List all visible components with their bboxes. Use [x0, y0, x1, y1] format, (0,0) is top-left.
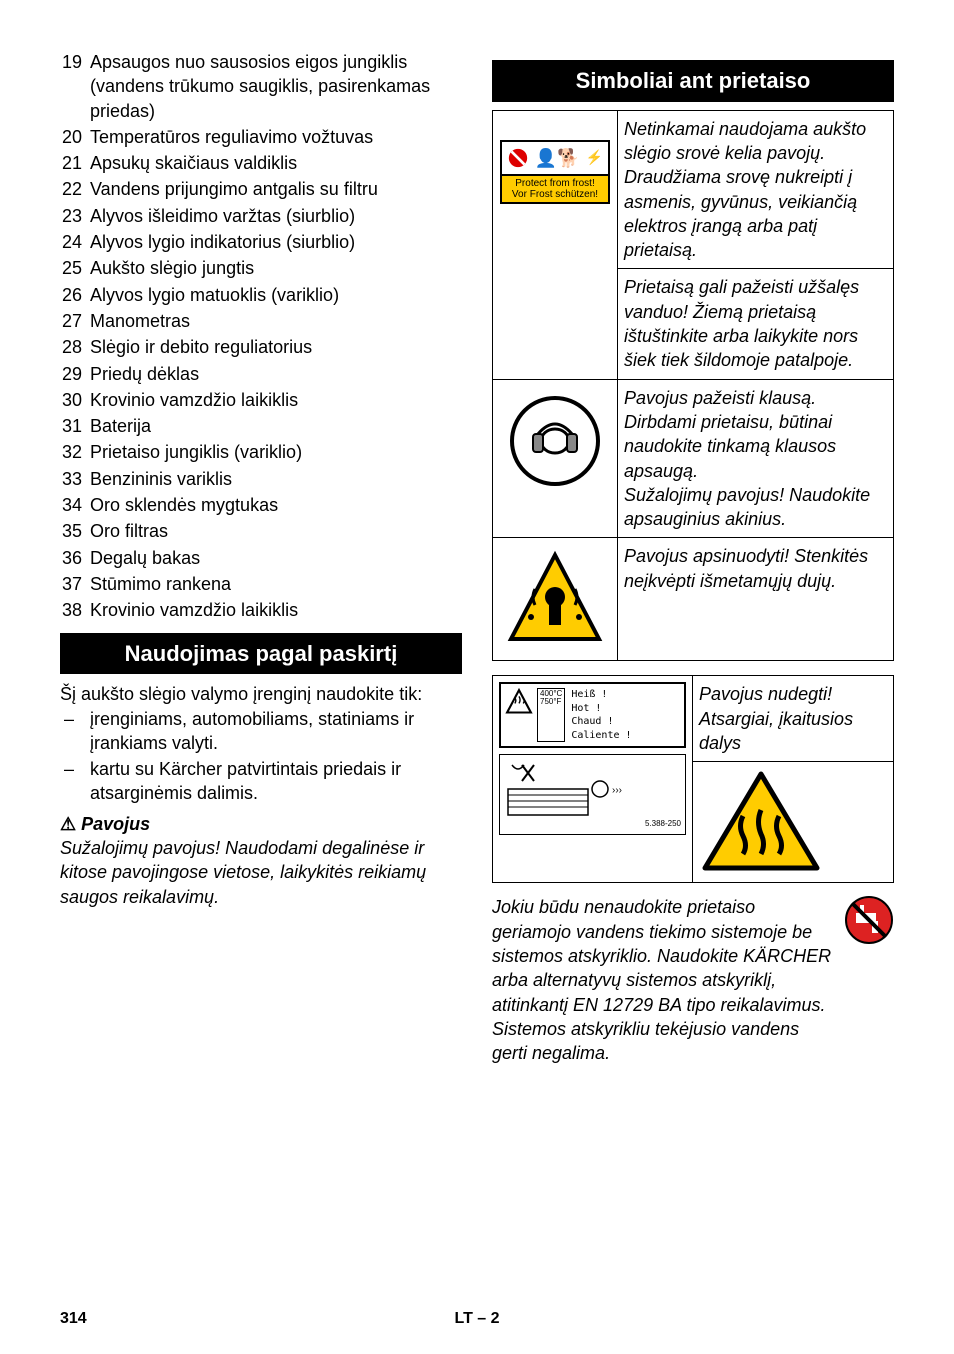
footer-page: 314 [60, 1308, 87, 1330]
exhaust-warning-icon [505, 549, 605, 649]
tap-icon [844, 895, 894, 945]
sym2-text: Pavojus pažeisti klausą. Dirbdami prieta… [618, 379, 894, 538]
parts-item: 24Alyvos lygio indikatorius (siurblio) [60, 230, 462, 254]
use-list: –įrenginiams, automobiliams, statiniams … [60, 707, 462, 806]
muffler-icon: ››› [504, 759, 644, 819]
svg-text:›››: ››› [612, 785, 622, 796]
frost-icon: 👤🐕 ⚡ Protect from frost! Vor Frost schüt… [500, 140, 610, 204]
parts-list: 19Apsaugos nuo sausosios eigos jungiklis… [60, 50, 462, 623]
parts-item: 35Oro filtras [60, 519, 462, 543]
danger-label: Pavojus [60, 812, 462, 836]
parts-item: 30Krovinio vamzdžio laikiklis [60, 388, 462, 412]
use-intro: Šį aukšto slėgio valymo įrenginį naudoki… [60, 682, 462, 706]
section-use-header: Naudojimas pagal paskirtį [60, 633, 462, 675]
use-item: –įrenginiams, automobiliams, statiniams … [60, 707, 462, 756]
ear-protection-icon [510, 396, 600, 486]
parts-item: 22Vandens prijungimo antgalis su filtru [60, 177, 462, 201]
parts-item: 27Manometras [60, 309, 462, 333]
page-footer: 314 LT – 2 [60, 1308, 894, 1330]
danger-text: Sužalojimų pavojus! Naudodami degalinėse… [60, 836, 462, 909]
sym3-text: Pavojus apsinuodyti! Stenkitės neįkvėpti… [618, 538, 894, 661]
parts-item: 31Baterija [60, 414, 462, 438]
parts-item: 26Alyvos lygio matuoklis (variklio) [60, 283, 462, 307]
section-symbols-header: Simboliai ant prietaiso [492, 60, 894, 102]
frost-line2: Vor Frost schützen! [504, 189, 606, 200]
parts-item: 29Priedų dėklas [60, 362, 462, 386]
parts-item: 33Benzininis variklis [60, 467, 462, 491]
parts-item: 28Slėgio ir debito reguliatorius [60, 335, 462, 359]
sym1b-text: Prietaisą gali pažeisti užšalęs vanduo! … [618, 269, 894, 379]
sym1a-text: Netinkamai naudojama aukšto slėgio srovė… [618, 110, 894, 269]
bottom-paragraph: Jokiu būdu nenaudokite prietaiso geriamo… [492, 895, 894, 1065]
parts-item: 32Prietaiso jungiklis (variklio) [60, 440, 462, 464]
parts-item: 37Stūmimo rankena [60, 572, 462, 596]
parts-item: 38Krovinio vamzdžio laikiklis [60, 598, 462, 622]
hot-label-box: 400°C 750°F Heiß ! Hot ! Chaud ! Calient… [499, 682, 686, 748]
use-item: –kartu su Kärcher patvirtintais priedais… [60, 757, 462, 806]
hot-table: 400°C 750°F Heiß ! Hot ! Chaud ! Calient… [492, 675, 894, 883]
parts-item: 19Apsaugos nuo sausosios eigos jungiklis… [60, 50, 462, 123]
parts-item: 34Oro sklendės mygtukas [60, 493, 462, 517]
parts-item: 36Degalų bakas [60, 546, 462, 570]
parts-item: 25Aukšto slėgio jungtis [60, 256, 462, 280]
hot-surface-icon [701, 770, 821, 874]
frost-line1: Protect from frost! [504, 178, 606, 189]
parts-item: 21Apsukų skaičiaus valdiklis [60, 151, 462, 175]
symbols-table: 👤🐕 ⚡ Protect from frost! Vor Frost schüt… [492, 110, 894, 662]
footer-lang: LT – 2 [454, 1308, 499, 1330]
parts-item: 20Temperatūros reguliavimo vožtuvas [60, 125, 462, 149]
hot-text: Pavojus nudegti! Atsargiai, įkaitusios d… [693, 676, 894, 762]
parts-item: 23Alyvos išleidimo varžtas (siurblio) [60, 204, 462, 228]
